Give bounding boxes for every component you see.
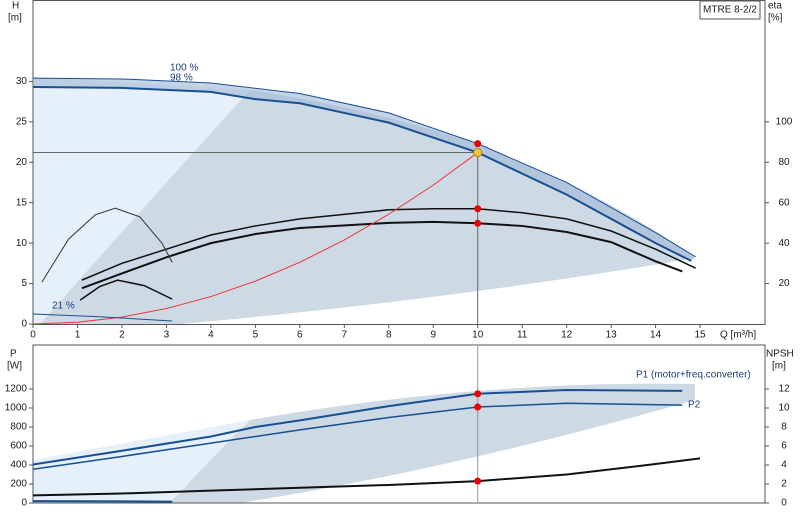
y2-tick-label: 4: [781, 460, 787, 471]
series-line: [32, 457, 701, 497]
series-line: [81, 208, 696, 281]
y2-tick-label: 20: [778, 278, 790, 289]
y-tick-label: 400: [10, 460, 27, 471]
y-tick-label: 20: [16, 157, 28, 168]
operating-point: [474, 403, 482, 411]
y-unit: [W]: [7, 361, 22, 372]
operating-point: [474, 477, 482, 485]
y-label: P: [10, 349, 17, 360]
region-gray: [40, 90, 695, 324]
y2-tick-label: 40: [778, 238, 790, 249]
y-unit: [m]: [8, 13, 22, 24]
y2-tick-label: 0: [781, 498, 787, 509]
region-gray: [170, 383, 695, 503]
y2-label: eta: [768, 1, 782, 12]
y2-tick-label: 100: [776, 116, 793, 127]
y2-tick-label: 10: [778, 403, 790, 414]
y-tick-label: 10: [16, 238, 28, 249]
y2-tick-label: 2: [781, 479, 787, 490]
annotation: 21 %: [52, 301, 75, 312]
region-light: [33, 77, 250, 324]
x-tick-label: 7: [342, 330, 348, 341]
series-line: [32, 152, 479, 325]
y2-tick-label: 12: [778, 384, 790, 395]
x-tick-label: 8: [386, 330, 392, 341]
operating-point: [474, 390, 482, 398]
y-tick-label: 1000: [5, 403, 28, 414]
y-tick-label: 800: [10, 422, 27, 433]
annotation: 98 %: [170, 73, 193, 84]
legend-label: P2: [688, 400, 701, 411]
x-tick-label: 3: [164, 330, 170, 341]
y2-unit: [m]: [772, 361, 786, 372]
series-line: [41, 207, 173, 283]
y-tick-label: 15: [16, 197, 28, 208]
y-tick-label: 0: [21, 319, 27, 330]
operating-point: [474, 140, 482, 148]
y-tick-label: 30: [16, 76, 28, 87]
operating-point: [474, 219, 482, 227]
annotation-box: [699, 0, 761, 20]
x-tick-label: 5: [253, 330, 259, 341]
series-line: [32, 388, 683, 466]
x-tick-label: 9: [430, 330, 436, 341]
series-line: [79, 279, 173, 301]
y2-tick-label: 8: [781, 422, 787, 433]
y-tick-label: 1200: [5, 384, 28, 395]
y-tick-label: 25: [16, 116, 28, 127]
pump-model: MTRE 8-2/2: [703, 5, 757, 16]
y-tick-label: 0: [21, 498, 27, 509]
region-light: [33, 420, 250, 503]
curve-band: [33, 78, 696, 261]
y-tick-label: 200: [10, 479, 27, 490]
x-tick-label: 13: [606, 330, 618, 341]
series-line: [81, 220, 683, 290]
x-tick-label: 6: [297, 330, 303, 341]
x-tick-label: 14: [650, 330, 662, 341]
x-tick-label: 0: [30, 330, 36, 341]
y2-tick-label: 60: [778, 197, 790, 208]
x-tick-label: 2: [119, 330, 125, 341]
x-tick-label: 12: [561, 330, 573, 341]
y-tick-label: 5: [21, 278, 27, 289]
y-tick-label: 600: [10, 441, 27, 452]
duty-point: [473, 148, 483, 158]
x-tick-label: 15: [695, 330, 707, 341]
series-line: [32, 313, 173, 322]
x-label: Q [m³/h]: [720, 330, 756, 341]
x-tick-label: 1: [75, 330, 81, 341]
x-tick-label: 4: [208, 330, 214, 341]
plot-frame: [32, 344, 766, 504]
y2-tick-label: 6: [781, 441, 787, 452]
series-line: [32, 77, 696, 258]
x-tick-label: 10: [472, 330, 484, 341]
operating-point: [474, 205, 482, 213]
x-tick-label: 11: [517, 330, 528, 341]
series-line: [32, 86, 692, 262]
annotation: 100 %: [170, 63, 198, 74]
y2-label: NPSH: [766, 349, 794, 360]
legend-label: P1 (motor+freq.converter): [636, 370, 751, 381]
y2-unit: [%]: [768, 13, 783, 24]
series-line: [32, 402, 683, 471]
y2-tick-label: 80: [778, 157, 790, 168]
y-label: H: [12, 1, 19, 12]
